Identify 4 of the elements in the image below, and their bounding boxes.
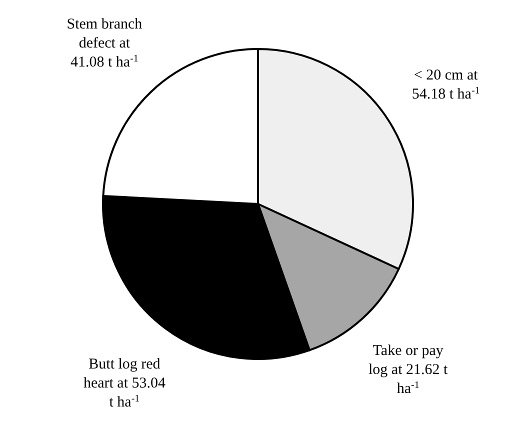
slice-label: < 20 cm at 54.18 t ha$^{-1}$ bbox=[412, 67, 480, 102]
slice-label: Take or pay log at 21.62 t ha$^{-1}$ bbox=[368, 342, 449, 397]
slice-label: Stem branch defect at 41.08 t ha$^{-1}$ bbox=[66, 16, 143, 70]
slice-label: Butt log red heart at 53.04 t ha$^{-1}$ bbox=[83, 356, 166, 411]
